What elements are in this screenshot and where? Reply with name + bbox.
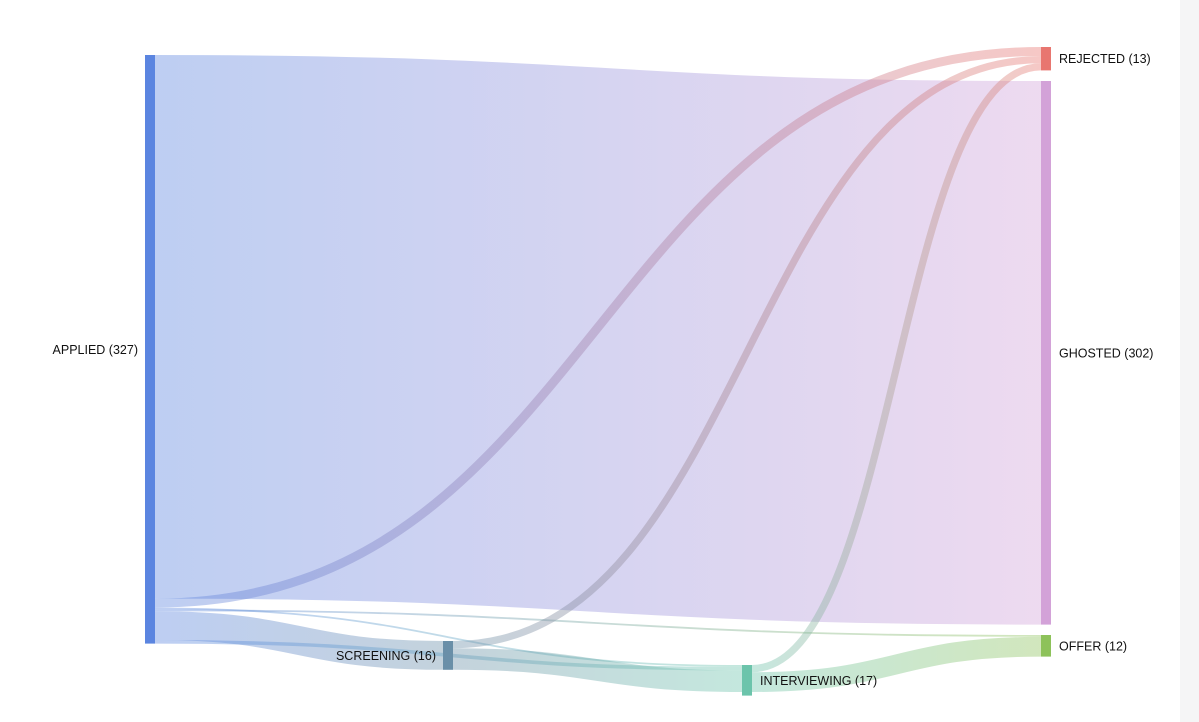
link-screening-to-interviewing[interactable] (452, 648, 743, 692)
link-interviewing-to-rejected[interactable] (751, 63, 1042, 673)
node-label-rejected: REJECTED (13) (1059, 52, 1151, 66)
link-applied-to-rejected[interactable] (154, 47, 1042, 608)
node-screening[interactable] (443, 641, 453, 670)
link-applied-to-screening[interactable] (154, 611, 444, 670)
node-ghosted[interactable] (1041, 81, 1051, 625)
node-label-offer: OFFER (12) (1059, 639, 1127, 653)
link-applied-to-ghosted[interactable] (154, 55, 1042, 625)
links-layer (154, 47, 1042, 692)
labels-layer: APPLIED (327) SCREENING (16) INTERVIEWING … (53, 52, 1154, 688)
node-offer[interactable] (1041, 635, 1051, 657)
link-applied-to-offer[interactable] (154, 609, 1042, 637)
node-label-ghosted: GHOSTED (302) (1059, 346, 1153, 360)
node-rejected[interactable] (1041, 47, 1051, 71)
nodes-layer (145, 47, 1051, 696)
scrollbar-gutter[interactable] (1180, 0, 1199, 722)
link-interviewing-to-offer[interactable] (751, 636, 1042, 692)
node-label-interviewing: INTERVIEWING (17) (760, 674, 877, 688)
node-label-screening: SCREENING (16) (336, 649, 436, 663)
node-label-applied: APPLIED (327) (53, 343, 138, 357)
node-interviewing[interactable] (742, 665, 752, 696)
link-screening-to-rejected[interactable] (452, 56, 1042, 649)
node-applied[interactable] (145, 55, 155, 644)
